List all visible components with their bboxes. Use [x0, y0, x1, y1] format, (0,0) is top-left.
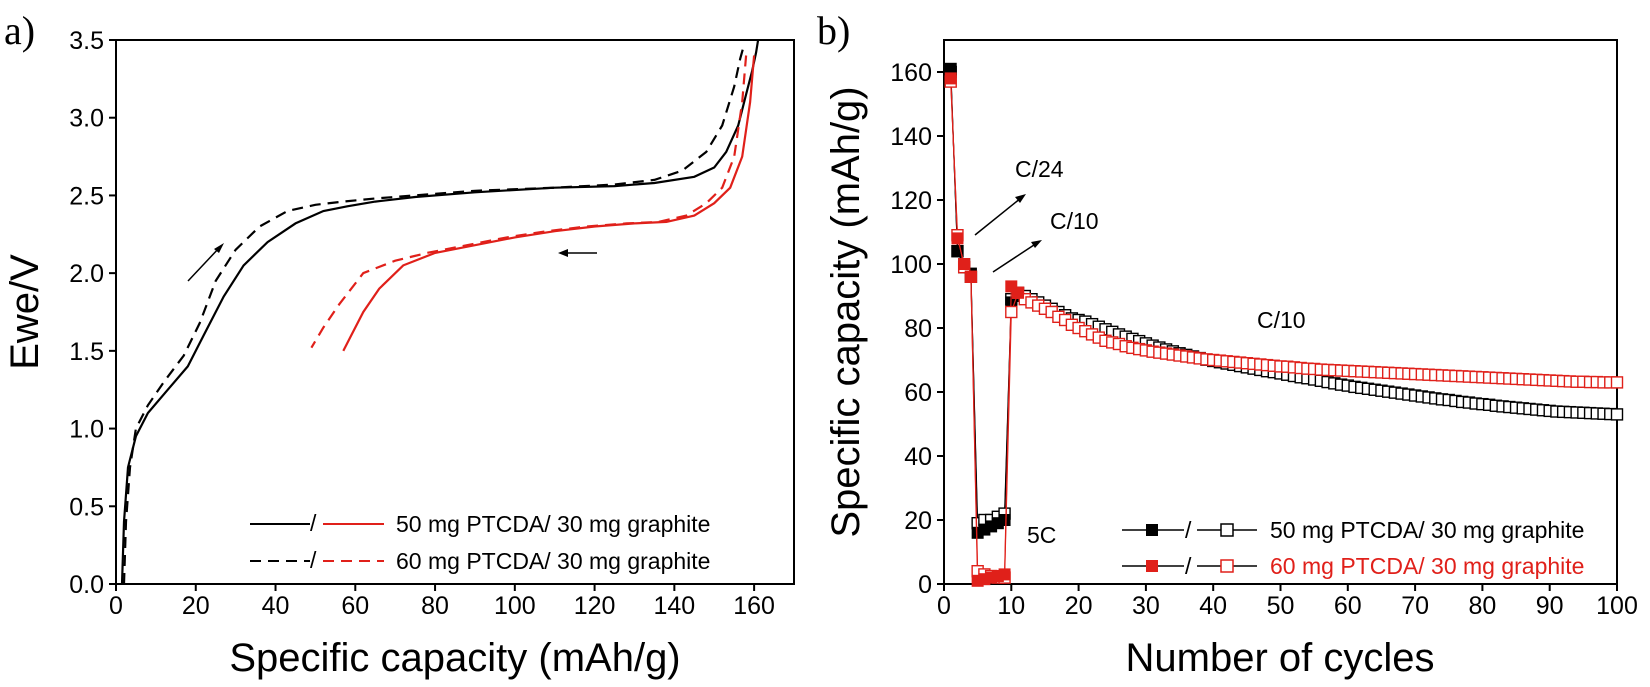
panel-a-legend-separator-1: /	[310, 510, 317, 536]
panel-b-x-axis-title: Number of cycles	[1126, 636, 1435, 680]
annotation-c10-second: C/10	[1257, 307, 1306, 333]
panel-a-legend-entry-2: 60 mg PTCDA/ 30 mg graphite	[396, 548, 710, 574]
panel-a-legend: / 50 mg PTCDA/ 30 mg graphite / 60 mg PT…	[250, 510, 710, 574]
panel-a-x-tick-label: 20	[182, 592, 210, 620]
panel-b-y-tick-label: 20	[904, 507, 932, 535]
panel-a-y-tick-label: 1.5	[69, 338, 104, 366]
panel-b-legend-entry-2: 60 mg PTCDA/ 30 mg graphite	[1270, 553, 1584, 579]
panel-b-series-2-charge-point	[1012, 286, 1025, 299]
panel-b-series-1-discharge-line	[950, 71, 1618, 525]
panel-b-x-tick-label: 0	[937, 592, 951, 620]
panel-a-y-ticks: 0.0 0.5 1.0 1.5 2.0 2.5 3.0 3.5	[69, 27, 116, 599]
panel-a-y-tick-label: 1.0	[69, 416, 104, 444]
panel-b-label: b)	[817, 8, 850, 53]
panel-a-y-tick-label: 3.0	[69, 105, 104, 133]
panel-a-x-tick-label: 0	[109, 592, 123, 620]
panel-b-series-2-discharge-point	[1610, 376, 1624, 389]
panel-b-x-tick-label: 100	[1596, 592, 1638, 620]
panel-b-legend-separator-2: /	[1185, 553, 1192, 579]
panel-b-y-tick-label: 140	[890, 123, 932, 151]
panel-b-series-2-charge-point	[951, 232, 964, 245]
panel-b-series-1-discharge-point	[1610, 408, 1624, 421]
panel-a-x-tick-label: 40	[262, 592, 290, 620]
panel-b-y-tick-label: 60	[904, 379, 932, 407]
panel-a-series-line-4	[310, 55, 748, 349]
panel-b-y-tick-label: 40	[904, 443, 932, 471]
panel-a-y-tick-label: 0.0	[69, 571, 104, 599]
panel-b-x-tick-label: 10	[997, 592, 1025, 620]
panel-b-series-1-charge-point	[951, 245, 964, 258]
panel-b-y-axis-title: Specific capacity (mAh/g)	[824, 86, 868, 537]
panel-b-x-tick-label: 40	[1199, 592, 1227, 620]
panel-b-y-ticks: 0 20 40 60 80 100 120 140 160	[890, 59, 944, 599]
panel-b-x-tick-label: 80	[1468, 592, 1496, 620]
annotation-c10-first: C/10	[1050, 208, 1099, 234]
annotation-c24: C/24	[1015, 156, 1064, 182]
panel-a-x-tick-label: 60	[341, 592, 369, 620]
panel-a-y-axis-title: Ewe/V	[3, 254, 47, 370]
panel-a-x-tick-label: 140	[653, 592, 695, 620]
panel-a-charge-arrow	[187, 243, 224, 282]
panel-a-discharge-arrow	[558, 249, 597, 257]
panel-a-legend-separator-2: /	[310, 547, 317, 573]
panel-b-y-tick-label: 80	[904, 315, 932, 343]
panel-a-frame	[115, 39, 795, 585]
panel-b-y-tick-label: 120	[890, 187, 932, 215]
panel-a-series-line-1	[120, 39, 760, 585]
panel-b-series-2-charge-point	[1005, 280, 1018, 293]
panel-a: a) 0 20 40 60 80 100 120 140 160 0.0 0.5 1.0 1.5 2.0…	[3, 8, 795, 680]
panel-a-label: a)	[4, 8, 35, 53]
panel-b-y-tick-label: 100	[890, 251, 932, 279]
panel-a-x-ticks: 0 20 40 60 80 100 120 140 160	[109, 584, 775, 620]
panel-a-x-tick-label: 80	[421, 592, 449, 620]
panel-b-x-tick-label: 50	[1267, 592, 1295, 620]
panel-a-series-line-2	[342, 55, 756, 352]
panel-b-legend: / 50 mg PTCDA/ 30 mg graphite / 60 mg PT…	[1122, 517, 1584, 579]
panel-b-y-tick-label: 160	[890, 59, 932, 87]
panel-b-x-tick-label: 30	[1132, 592, 1160, 620]
panel-b-x-ticks: 0 10 20 30 40 50 60 70 80 90 100	[937, 584, 1638, 620]
panel-a-plot-area: 0 20 40 60 80 100 120 140 160 0.0 0.5 1.0 1.5 2.0 2.5…	[69, 27, 795, 620]
panel-a-x-tick-label: 120	[574, 592, 616, 620]
panel-b-x-tick-label: 70	[1401, 592, 1429, 620]
annotation-5c: 5C	[1027, 522, 1056, 548]
panel-b-series-2-charge-point	[958, 258, 971, 270]
panel-b-legend-entry-1: 50 mg PTCDA/ 30 mg graphite	[1270, 517, 1584, 543]
panel-b-y-tick-label: 0	[918, 571, 932, 599]
panel-a-series-line-3	[122, 44, 746, 585]
panel-b-x-tick-label: 20	[1065, 592, 1093, 620]
panel-b-x-tick-label: 60	[1334, 592, 1362, 620]
panel-a-y-tick-label: 3.5	[69, 27, 104, 55]
panel-b-series-2-charge-point	[964, 270, 977, 283]
panel-a-x-tick-label: 160	[733, 592, 775, 620]
panel-b-series-2-charge-point	[944, 72, 957, 85]
panel-b-series-2-charge-point	[998, 568, 1011, 581]
panel-b: b) 0 10 20 30 40 50 60 70 80 90 100 0 20 40 60 80 100 12…	[817, 8, 1638, 680]
panel-a-y-tick-label: 2.5	[69, 182, 104, 210]
panel-a-y-tick-label: 0.5	[69, 493, 104, 521]
panel-b-x-tick-label: 90	[1536, 592, 1564, 620]
panel-a-x-tick-label: 100	[494, 592, 536, 620]
panel-b-series-1-charge-point	[998, 514, 1011, 526]
annotation-c24-arrow	[974, 194, 1026, 236]
panel-b-plot-area: 0 10 20 30 40 50 60 70 80 90 100 0 20 40 60 80 100 120 14…	[890, 39, 1638, 620]
panel-b-legend-separator-1: /	[1185, 517, 1192, 543]
panel-a-y-tick-label: 2.0	[69, 260, 104, 288]
annotation-c10-arrow	[992, 240, 1042, 273]
panel-b-series-2-discharge-point	[1005, 305, 1018, 319]
panel-a-x-axis-title: Specific capacity (mAh/g)	[229, 636, 680, 680]
panel-a-series	[120, 39, 760, 585]
panel-b-series	[944, 62, 1624, 587]
panel-a-legend-entry-1: 50 mg PTCDA/ 30 mg graphite	[396, 511, 710, 537]
